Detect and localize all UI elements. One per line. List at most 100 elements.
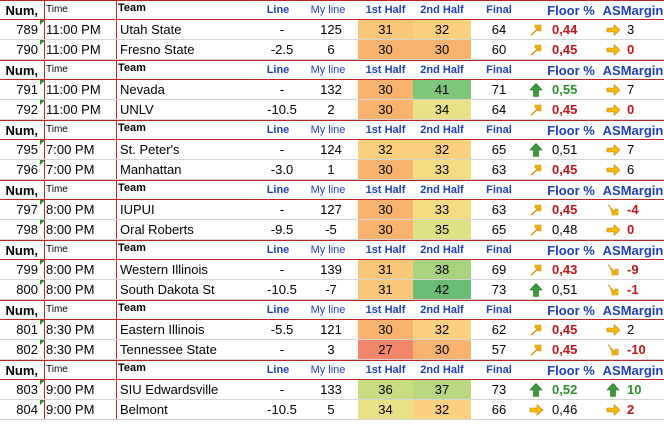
header-2nd-half[interactable]: 2nd Half [420, 364, 464, 376]
cell-team[interactable]: SIU Edwardsville [120, 382, 219, 397]
cell-my-line[interactable]: 139 [320, 262, 342, 277]
cell-1st-half[interactable]: 30 [358, 220, 413, 239]
cell-line[interactable]: -9.5 [270, 222, 294, 237]
cell-final[interactable]: 60 [491, 42, 507, 57]
cell-time[interactable]: 11:00 PM [46, 82, 101, 97]
cell-time[interactable]: 8:30 PM [46, 322, 95, 337]
header-time[interactable]: Time [46, 244, 68, 255]
header-final[interactable]: Final [486, 124, 512, 136]
cell-line[interactable]: -10.5 [267, 402, 297, 417]
cell-asmargin[interactable]: 0 [627, 42, 635, 57]
cell-my-line[interactable]: 2 [327, 102, 335, 117]
cell-floor-pct[interactable]: 0,51 [552, 282, 578, 297]
cell-1st-half[interactable]: 27 [358, 340, 413, 359]
cell-line[interactable]: - [279, 22, 285, 37]
cell-floor-pct[interactable]: 0,45 [552, 322, 578, 337]
cell-line[interactable]: - [279, 382, 285, 397]
header-team[interactable]: Team [118, 2, 146, 14]
cell-time[interactable]: 8:00 PM [46, 262, 95, 277]
cell-asmargin[interactable]: 3 [627, 22, 635, 37]
header-final[interactable]: Final [486, 304, 512, 316]
header-my-line[interactable]: My line [310, 304, 346, 316]
cell-asmargin[interactable]: 7 [627, 142, 635, 157]
header-asmargin[interactable]: ASMargin [602, 62, 664, 78]
header-2nd-half[interactable]: 2nd Half [420, 244, 464, 256]
cell-time[interactable]: 8:00 PM [46, 202, 95, 217]
cell-time[interactable]: 7:00 PM [46, 142, 95, 157]
header-time[interactable]: Time [46, 4, 68, 15]
cell-line[interactable]: - [279, 202, 285, 217]
cell-1st-half[interactable]: 30 [358, 40, 413, 59]
cell-num[interactable]: 791 [16, 82, 38, 97]
header-num[interactable]: Num, [5, 62, 39, 78]
cell-time[interactable]: 11:00 PM [46, 22, 101, 37]
cell-final[interactable]: 63 [491, 202, 507, 217]
cell-line[interactable]: - [279, 262, 285, 277]
header-asmargin[interactable]: ASMargin [602, 302, 664, 318]
cell-time[interactable]: 8:30 PM [46, 342, 95, 357]
cell-final[interactable]: 71 [491, 82, 507, 97]
cell-asmargin[interactable]: -1 [627, 282, 639, 297]
cell-num[interactable]: 792 [16, 102, 38, 117]
cell-my-line[interactable]: 132 [320, 82, 342, 97]
header-1st-half[interactable]: 1st Half [365, 304, 406, 316]
header-1st-half[interactable]: 1st Half [365, 244, 406, 256]
cell-1st-half[interactable]: 30 [358, 160, 413, 179]
header-floor-pct[interactable]: Floor % [547, 2, 595, 18]
header-1st-half[interactable]: 1st Half [365, 64, 406, 76]
cell-2nd-half[interactable]: 38 [413, 260, 471, 279]
header-line[interactable]: Line [266, 364, 290, 376]
cell-asmargin[interactable]: 0 [627, 222, 635, 237]
header-1st-half[interactable]: 1st Half [365, 124, 406, 136]
cell-team[interactable]: Western Illinois [120, 262, 208, 277]
cell-2nd-half[interactable]: 42 [413, 280, 471, 299]
header-asmargin[interactable]: ASMargin [602, 182, 664, 198]
header-num[interactable]: Num, [5, 2, 39, 18]
header-my-line[interactable]: My line [310, 64, 346, 76]
cell-my-line[interactable]: 6 [327, 42, 335, 57]
cell-my-line[interactable]: 133 [320, 382, 342, 397]
header-my-line[interactable]: My line [310, 244, 346, 256]
header-1st-half[interactable]: 1st Half [365, 184, 406, 196]
cell-floor-pct[interactable]: 0,45 [552, 102, 578, 117]
cell-time[interactable]: 8:00 PM [46, 222, 95, 237]
cell-floor-pct[interactable]: 0,45 [552, 202, 578, 217]
header-team[interactable]: Team [118, 362, 146, 374]
header-asmargin[interactable]: ASMargin [602, 2, 664, 18]
cell-my-line[interactable]: 3 [327, 342, 335, 357]
cell-final[interactable]: 69 [491, 262, 507, 277]
cell-num[interactable]: 801 [16, 322, 38, 337]
header-team[interactable]: Team [118, 62, 146, 74]
cell-team[interactable]: Oral Roberts [120, 222, 194, 237]
header-floor-pct[interactable]: Floor % [547, 62, 595, 78]
header-num[interactable]: Num, [5, 122, 39, 138]
cell-floor-pct[interactable]: 0,45 [552, 162, 578, 177]
cell-my-line[interactable]: 125 [320, 22, 342, 37]
cell-1st-half[interactable]: 30 [358, 320, 413, 339]
cell-asmargin[interactable]: -4 [627, 202, 639, 217]
header-asmargin[interactable]: ASMargin [602, 122, 664, 138]
header-asmargin[interactable]: ASMargin [602, 362, 664, 378]
cell-my-line[interactable]: 1 [327, 162, 335, 177]
header-num[interactable]: Num, [5, 182, 39, 198]
cell-asmargin[interactable]: 10 [627, 382, 642, 397]
header-2nd-half[interactable]: 2nd Half [420, 304, 464, 316]
cell-1st-half[interactable]: 34 [358, 400, 413, 419]
cell-team[interactable]: IUPUI [120, 202, 155, 217]
cell-team[interactable]: Eastern Illinois [120, 322, 205, 337]
header-floor-pct[interactable]: Floor % [547, 362, 595, 378]
header-line[interactable]: Line [266, 64, 290, 76]
header-final[interactable]: Final [486, 364, 512, 376]
header-2nd-half[interactable]: 2nd Half [420, 184, 464, 196]
cell-final[interactable]: 65 [491, 222, 507, 237]
header-my-line[interactable]: My line [310, 4, 346, 16]
header-num[interactable]: Num, [5, 302, 39, 318]
cell-floor-pct[interactable]: 0,43 [552, 262, 578, 277]
header-final[interactable]: Final [486, 4, 512, 16]
cell-line[interactable]: -3.0 [270, 162, 294, 177]
cell-asmargin[interactable]: 6 [627, 162, 635, 177]
header-1st-half[interactable]: 1st Half [365, 364, 406, 376]
cell-team[interactable]: Tennessee State [120, 342, 217, 357]
cell-floor-pct[interactable]: 0,51 [552, 142, 578, 157]
cell-floor-pct[interactable]: 0,44 [552, 22, 578, 37]
